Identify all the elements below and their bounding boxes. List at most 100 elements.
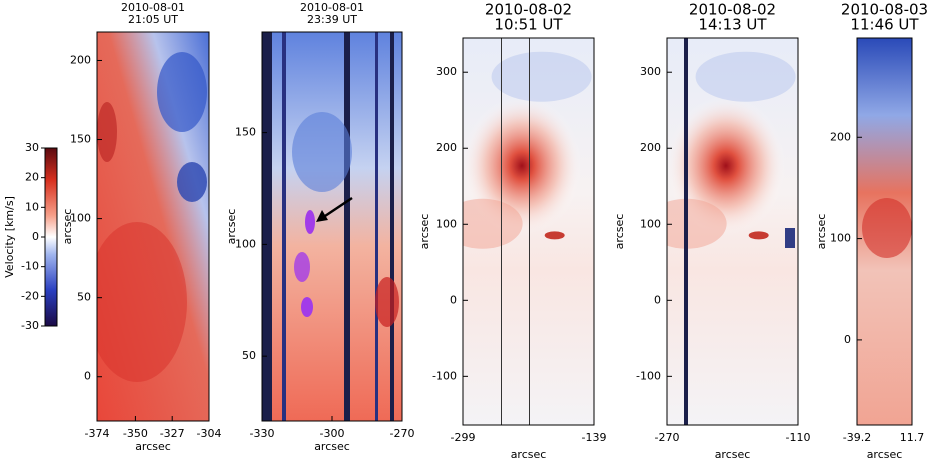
- y-tick-label: -20: [21, 289, 39, 302]
- image-panel: [857, 38, 912, 425]
- image-feature: [375, 277, 399, 327]
- y-axis-label: arcsec: [418, 214, 431, 250]
- image-feature: [177, 162, 207, 202]
- x-tick-label: -270: [655, 431, 680, 444]
- x-tick-label: -300: [320, 427, 345, 440]
- y-tick-label: 300: [640, 65, 661, 78]
- x-tick-label: -39.2: [843, 431, 871, 444]
- x-tick-label: -110: [786, 431, 811, 444]
- panel-frame: [666, 37, 799, 426]
- image-feature: [491, 51, 592, 102]
- y-tick-label: 100: [830, 232, 851, 245]
- panel-subtitle: 11:46 UT: [850, 16, 919, 34]
- x-tick-label: -374: [85, 427, 110, 440]
- colorbar: [44, 147, 58, 327]
- image-panel: [667, 38, 798, 425]
- y-axis-label: arcsec: [815, 214, 828, 250]
- y-tick-label: 200: [70, 53, 91, 66]
- x-axis-label: arcsec: [135, 440, 171, 453]
- image-feature: [294, 252, 310, 282]
- image-feature: [667, 198, 727, 249]
- y-axis-label: arcsec: [613, 214, 626, 250]
- image-feature: [344, 32, 350, 421]
- x-tick-label: -330: [250, 427, 275, 440]
- image-feature: [262, 32, 272, 421]
- x-tick-label: -299: [451, 431, 476, 444]
- image-feature: [862, 198, 912, 258]
- panel-title: 2010-08-01: [121, 1, 185, 14]
- x-tick-label: -327: [160, 427, 185, 440]
- x-tick-label: 11.7: [900, 431, 925, 444]
- panel-subtitle: 23:39 UT: [307, 13, 357, 26]
- image-feature: [97, 222, 187, 382]
- image-panel: [97, 32, 209, 421]
- y-tick-label: 0: [844, 333, 851, 346]
- image-panel: [262, 32, 402, 421]
- image-feature: [390, 32, 394, 421]
- panel-frame: [856, 37, 913, 426]
- panel-subtitle: 10:51 UT: [494, 16, 563, 34]
- image-feature: [529, 38, 530, 425]
- arrow: [321, 196, 353, 220]
- y-tick-label: 200: [640, 141, 661, 154]
- panel-title: 2010-08-02: [689, 1, 776, 19]
- x-axis-label: arcsec: [715, 448, 751, 461]
- y-tick-label: 20: [25, 171, 39, 184]
- y-tick-label: -10: [21, 260, 39, 273]
- x-axis-label: arcsec: [511, 448, 547, 461]
- y-tick-label: 150: [235, 126, 256, 139]
- y-tick-label: 100: [70, 212, 91, 225]
- panel-subtitle: 21:05 UT: [128, 13, 178, 26]
- image-feature: [97, 102, 117, 162]
- y-tick-label: 200: [436, 141, 457, 154]
- x-tick-label: -139: [582, 431, 607, 444]
- y-tick-label: -30: [21, 319, 39, 332]
- y-tick-label: 150: [70, 133, 91, 146]
- image-feature: [292, 112, 352, 192]
- panel-title: 2010-08-03: [841, 1, 928, 19]
- image-feature: [785, 228, 795, 248]
- y-tick-label: 100: [235, 237, 256, 250]
- y-tick-label: 50: [242, 349, 256, 362]
- arrow-head: [316, 210, 328, 222]
- y-tick-label: 30: [25, 141, 39, 154]
- image-feature: [695, 51, 796, 102]
- image-feature: [501, 38, 502, 425]
- y-tick-label: -100: [636, 369, 661, 382]
- image-feature: [305, 210, 315, 234]
- x-tick-label: -304: [197, 427, 222, 440]
- y-tick-label: 200: [830, 130, 851, 143]
- y-tick-label: 100: [436, 217, 457, 230]
- panel-title: 2010-08-01: [300, 1, 364, 14]
- x-tick-label: -350: [123, 427, 148, 440]
- image-feature: [684, 38, 688, 425]
- y-tick-label: 0: [32, 230, 39, 243]
- image-feature: [282, 32, 286, 421]
- y-tick-label: 100: [640, 217, 661, 230]
- x-tick-label: -270: [390, 427, 415, 440]
- y-axis-label: Velocity [km/s]: [3, 196, 16, 278]
- image-feature: [748, 231, 769, 240]
- panel-frame: [96, 31, 210, 422]
- y-tick-label: 300: [436, 65, 457, 78]
- panel-title: 2010-08-02: [485, 1, 572, 19]
- y-axis-label: arcsec: [61, 209, 74, 245]
- x-axis-label: arcsec: [867, 448, 903, 461]
- y-tick-label: 0: [450, 293, 457, 306]
- image-feature: [463, 198, 523, 249]
- x-axis-label: arcsec: [314, 440, 350, 453]
- y-tick-label: 50: [77, 291, 91, 304]
- image-feature: [544, 231, 565, 240]
- y-tick-label: 0: [84, 370, 91, 383]
- image-feature: [375, 32, 378, 421]
- image-panel: [463, 38, 594, 425]
- y-tick-label: 10: [25, 200, 39, 213]
- panel-frame: [462, 37, 595, 426]
- y-tick-label: 0: [654, 293, 661, 306]
- y-tick-label: -100: [432, 369, 457, 382]
- panel-subtitle: 14:13 UT: [698, 16, 767, 34]
- image-feature: [301, 297, 313, 317]
- y-axis-label: arcsec: [225, 209, 238, 245]
- image-feature: [157, 52, 207, 132]
